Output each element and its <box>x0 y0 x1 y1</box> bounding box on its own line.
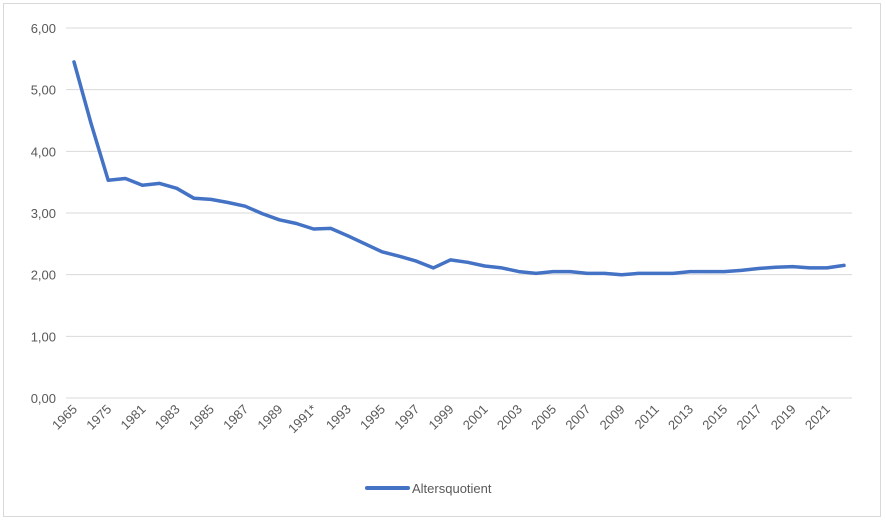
data-point[interactable] <box>72 60 76 64</box>
data-point[interactable] <box>654 271 658 275</box>
data-point[interactable] <box>739 268 743 272</box>
y-tick-label: 6,00 <box>31 21 56 36</box>
y-axis-ticks: 0,00 1,00 2,00 3,00 4,00 5,00 6,00 <box>31 21 56 406</box>
y-tick-label: 4,00 <box>31 144 56 159</box>
data-point[interactable] <box>620 273 624 277</box>
y-tick-label: 1,00 <box>31 329 56 344</box>
x-tick-label: 2015 <box>699 402 730 433</box>
x-tick-label: 2021 <box>802 402 833 433</box>
data-point[interactable] <box>192 196 196 200</box>
data-point[interactable] <box>89 122 93 126</box>
chart-frame <box>3 3 881 517</box>
x-tick-label: 2007 <box>562 402 593 433</box>
data-point[interactable] <box>346 234 350 238</box>
x-tick-label: 1989 <box>254 402 285 433</box>
data-point[interactable] <box>551 270 555 274</box>
x-tick-label: 2011 <box>632 402 662 432</box>
data-point[interactable] <box>500 266 504 270</box>
x-tick-label: 1995 <box>357 402 388 433</box>
x-tick-label: 1983 <box>152 402 183 433</box>
x-tick-label: 2003 <box>494 402 525 433</box>
x-tick-label: 2019 <box>768 402 799 433</box>
data-point[interactable] <box>585 271 589 275</box>
data-point[interactable] <box>123 177 127 180</box>
y-tick-label: 2,00 <box>31 268 56 283</box>
data-point[interactable] <box>483 264 487 268</box>
x-tick-label: 1985 <box>186 402 217 433</box>
data-point[interactable] <box>294 222 298 225</box>
series-line-altersquotient[interactable] <box>72 60 846 277</box>
data-point[interactable] <box>414 259 418 263</box>
data-point[interactable] <box>688 270 692 274</box>
data-point[interactable] <box>431 266 435 270</box>
data-point[interactable] <box>602 271 606 275</box>
data-point[interactable] <box>534 271 538 275</box>
data-point[interactable] <box>842 263 846 267</box>
data-point[interactable] <box>448 258 452 262</box>
legend-label-altersquotient: Altersquotient <box>412 481 492 496</box>
x-tick-label: 2001 <box>460 402 491 433</box>
x-tick-label: 1981 <box>118 402 149 433</box>
gridlines <box>66 27 852 399</box>
y-tick-label: 0,00 <box>31 391 56 406</box>
data-point[interactable] <box>808 266 812 270</box>
data-point[interactable] <box>158 181 162 185</box>
data-point[interactable] <box>329 226 333 230</box>
data-point[interactable] <box>791 265 795 269</box>
x-tick-label: 2017 <box>734 402 765 433</box>
x-tick-label: 1987 <box>220 402 251 433</box>
data-point[interactable] <box>568 270 572 274</box>
x-tick-label: 2013 <box>665 402 696 433</box>
data-point[interactable] <box>260 212 264 216</box>
data-point[interactable] <box>705 270 709 274</box>
x-tick-label: 1991* <box>285 402 320 437</box>
data-point[interactable] <box>517 270 521 274</box>
x-tick-label: 2005 <box>528 402 559 433</box>
legend[interactable]: Altersquotient <box>365 481 492 496</box>
x-tick-label: 1997 <box>391 402 422 433</box>
data-point[interactable] <box>243 204 247 208</box>
data-point[interactable] <box>671 271 675 275</box>
data-point[interactable] <box>209 197 213 201</box>
x-tick-label: 1965 <box>49 402 80 433</box>
data-point[interactable] <box>466 260 470 264</box>
data-point[interactable] <box>722 270 726 274</box>
data-point[interactable] <box>774 265 778 269</box>
data-point[interactable] <box>106 178 110 182</box>
data-point[interactable] <box>363 242 367 246</box>
x-tick-label: 1993 <box>323 402 354 433</box>
data-point[interactable] <box>312 227 316 231</box>
data-point[interactable] <box>637 271 641 275</box>
x-tick-label: 1999 <box>426 402 457 433</box>
data-point[interactable] <box>226 201 230 204</box>
series-group <box>72 60 846 277</box>
x-tick-label: 1975 <box>83 402 114 433</box>
data-point[interactable] <box>175 186 179 190</box>
y-tick-label: 5,00 <box>31 83 56 98</box>
y-tick-label: 3,00 <box>31 206 56 221</box>
data-point[interactable] <box>397 254 401 258</box>
data-point[interactable] <box>277 218 281 222</box>
data-point[interactable] <box>756 267 760 270</box>
data-point[interactable] <box>140 183 144 187</box>
data-point[interactable] <box>825 266 829 270</box>
x-tick-label: 2009 <box>597 402 628 433</box>
data-point[interactable] <box>380 250 384 254</box>
x-axis-ticks: 1965 1975 1981 1983 1985 1987 1989 1991* 1993 199… <box>49 402 833 437</box>
